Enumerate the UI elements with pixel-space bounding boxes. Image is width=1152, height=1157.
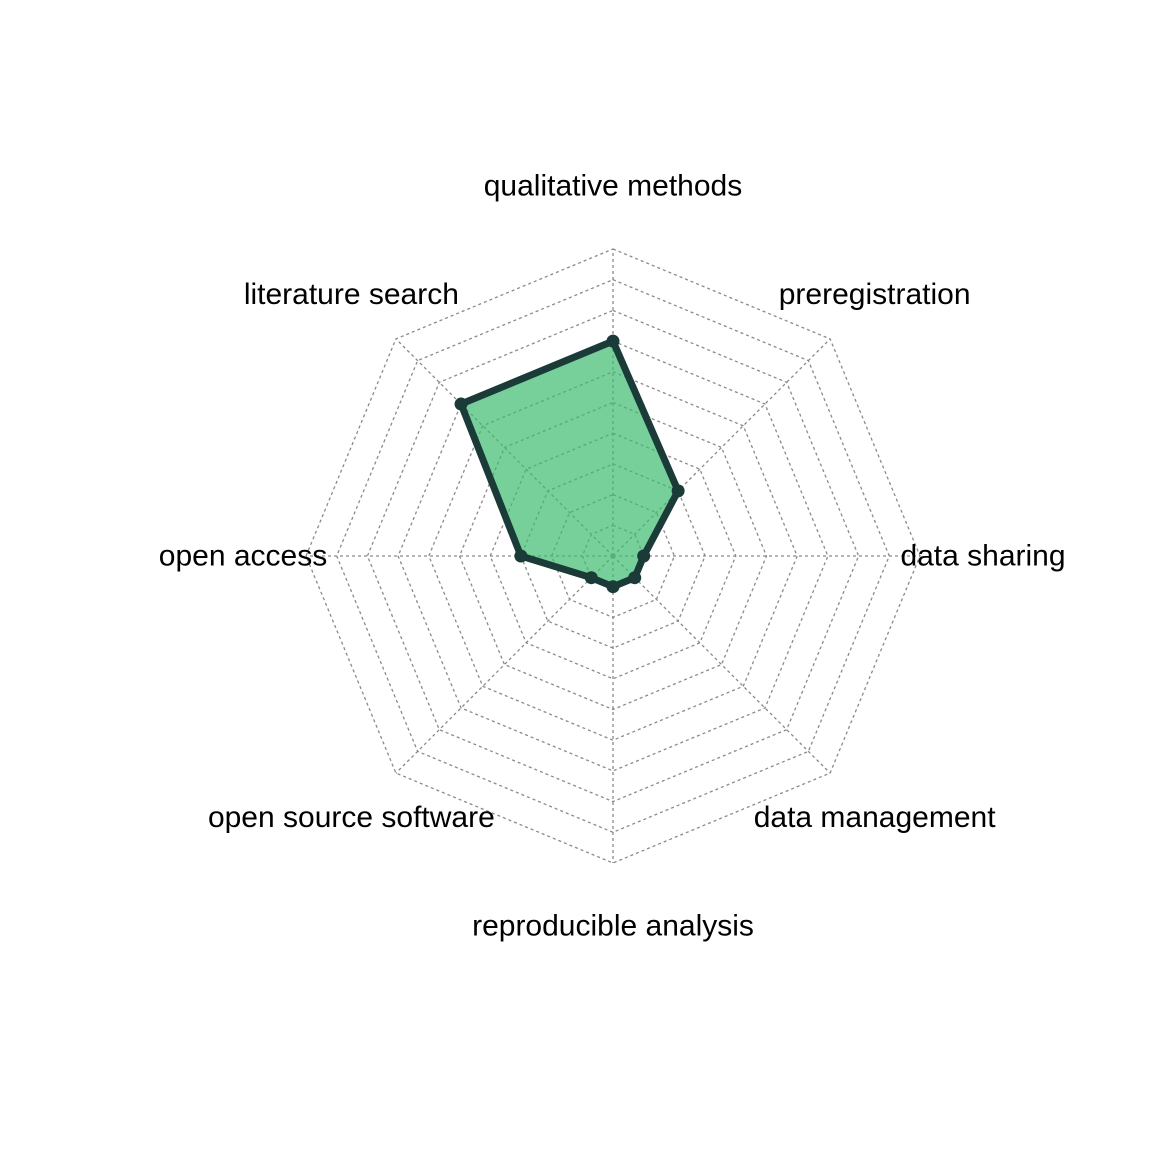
data-point-literature-search xyxy=(454,397,468,411)
data-point-reproducible-analysis xyxy=(606,580,620,594)
data-point-data-sharing xyxy=(637,549,651,563)
grid-ring-8 xyxy=(366,309,860,803)
spoke-data-management xyxy=(612,555,831,774)
axis-label-open-source-software: open source software xyxy=(208,801,495,834)
axis-label-open-access: open access xyxy=(159,540,327,573)
grid-ring-6 xyxy=(428,371,798,741)
axis-label-data-sharing: data sharing xyxy=(900,540,1065,573)
axis-label-qualitative-methods: qualitative methods xyxy=(484,170,743,203)
axis-label-preregistration: preregistration xyxy=(779,278,971,311)
radar-series xyxy=(454,334,685,594)
data-point-qualitative-methods xyxy=(606,334,620,348)
axis-label-data-management: data management xyxy=(754,801,996,834)
axis-labels: qualitative methods preregistration data s… xyxy=(159,170,1066,943)
data-point-preregistration xyxy=(671,484,685,498)
grid-ring-10 xyxy=(305,248,921,864)
spoke-open-source-software xyxy=(395,555,614,774)
data-point-data-management xyxy=(628,571,642,585)
data-point-open-access xyxy=(514,549,528,563)
axis-label-literature-search: literature search xyxy=(244,278,459,311)
axis-label-reproducible-analysis: reproducible analysis xyxy=(472,910,754,943)
grid-ring-5 xyxy=(458,401,768,711)
data-point-open-source-software xyxy=(584,571,598,585)
